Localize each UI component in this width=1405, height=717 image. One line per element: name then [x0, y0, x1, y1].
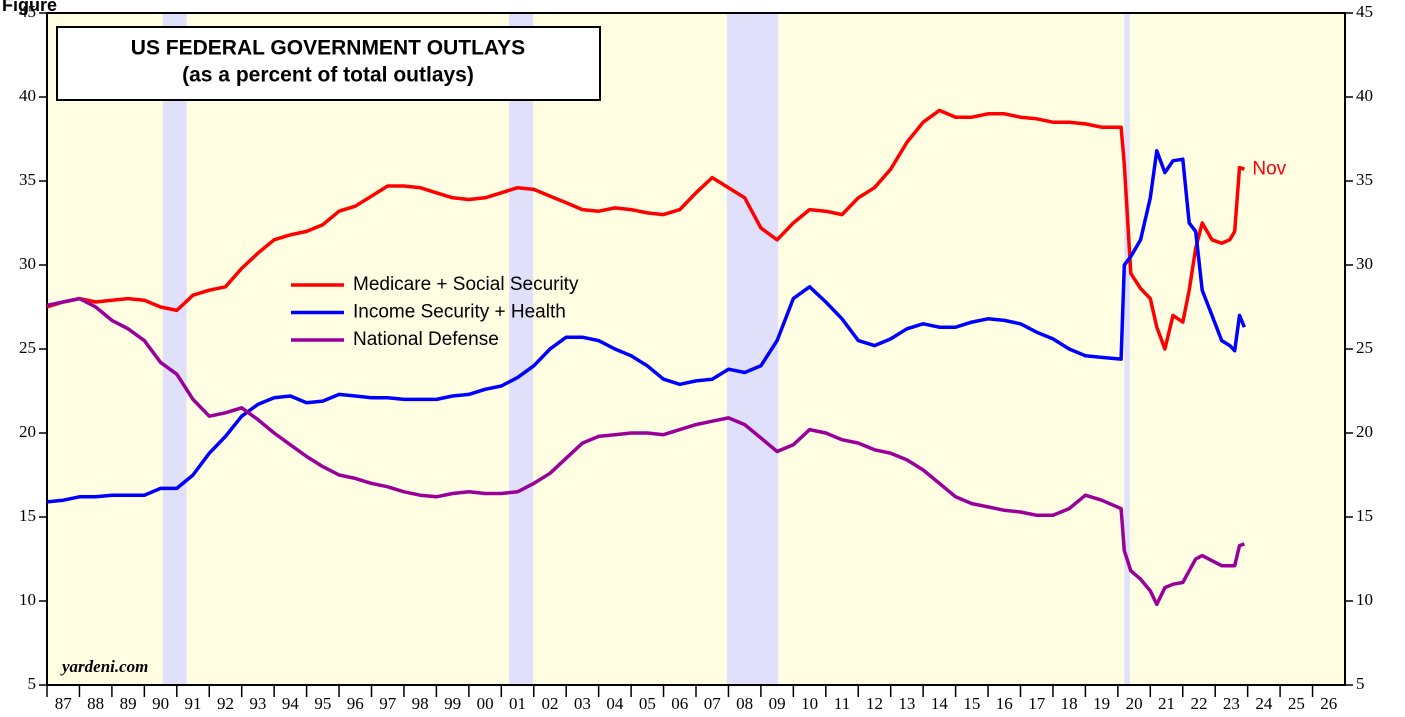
y-tick-label: 15: [19, 506, 36, 525]
x-tick-label: 25: [1288, 694, 1305, 713]
series-line: [46, 296, 1245, 607]
x-tick-label: 18: [1061, 694, 1078, 713]
x-tick-label: 22: [1190, 694, 1207, 713]
y2-tick-label: 30: [1356, 254, 1373, 273]
x-tick-label: 05: [639, 694, 656, 713]
recession-band: [162, 13, 187, 685]
x-tick-label: 12: [866, 694, 883, 713]
title-box: [56, 26, 601, 101]
x-tick-label: 19: [1093, 694, 1110, 713]
x-tick-label: 07: [704, 694, 722, 713]
series-line: [46, 149, 1247, 504]
x-tick-label: 09: [769, 694, 786, 713]
y2-tick-label: 20: [1356, 422, 1373, 441]
recession-band: [509, 13, 534, 685]
plot-background: [47, 13, 1345, 685]
x-tick-label: 13: [898, 694, 915, 713]
y2-tick-label: 40: [1356, 86, 1373, 105]
y-tick-label: 40: [19, 86, 36, 105]
recession-band: [1124, 13, 1130, 685]
legend-label: Income Security + Health: [353, 302, 566, 323]
x-tick-label: 03: [574, 694, 591, 713]
y-tick-label: 35: [19, 170, 36, 189]
y-tick-label: 5: [28, 674, 37, 693]
y2-tick-label: 15: [1356, 506, 1373, 525]
x-tick-label: 06: [671, 694, 688, 713]
x-tick-label: 88: [87, 694, 104, 713]
chart-subtitle: (as a percent of total outlays): [182, 64, 474, 87]
y2-tick-label: 45: [1356, 2, 1373, 21]
y-tick-label: 10: [19, 590, 36, 609]
legend-label: National Defense: [353, 329, 499, 350]
x-tick-label: 08: [736, 694, 753, 713]
x-tick-label: 97: [379, 694, 397, 713]
x-tick-label: 10: [801, 694, 818, 713]
x-tick-label: 90: [152, 694, 169, 713]
y-tick-label: 25: [19, 338, 36, 357]
y-tick-label: 20: [19, 422, 36, 441]
x-tick-label: 04: [606, 694, 624, 713]
x-tick-label: 14: [931, 694, 949, 713]
series-line: [46, 108, 1245, 351]
y-tick-label: 30: [19, 254, 36, 273]
x-tick-label: 91: [185, 694, 202, 713]
figure-label: Figure: [2, 0, 57, 15]
x-tick-label: 98: [412, 694, 429, 713]
x-tick-label: 17: [1028, 694, 1046, 713]
x-tick-label: 89: [120, 694, 137, 713]
recession-band: [726, 13, 779, 685]
x-tick-label: 26: [1320, 694, 1337, 713]
y2-tick-label: 10: [1356, 590, 1373, 609]
legend-label: Medicare + Social Security: [353, 274, 579, 295]
source: yardeni.com: [60, 657, 148, 676]
x-tick-label: 01: [509, 694, 526, 713]
x-tick-label: 93: [249, 694, 266, 713]
x-tick-label: 11: [834, 694, 850, 713]
chart-title: US FEDERAL GOVERNMENT OUTLAYS: [131, 37, 525, 60]
y2-tick-label: 5: [1356, 674, 1365, 693]
x-tick-label: 16: [996, 694, 1013, 713]
y-tick-label: 45: [19, 2, 36, 21]
x-tick-label: 87: [55, 694, 73, 713]
annotation: Nov: [1252, 158, 1286, 179]
y2-tick-label: 35: [1356, 170, 1373, 189]
x-tick-label: 20: [1126, 694, 1143, 713]
x-tick-label: 96: [347, 694, 364, 713]
x-tick-label: 24: [1255, 694, 1273, 713]
x-tick-label: 94: [282, 694, 300, 713]
x-tick-label: 92: [217, 694, 234, 713]
x-tick-label: 00: [477, 694, 494, 713]
y2-tick-label: 25: [1356, 338, 1373, 357]
x-tick-label: 99: [444, 694, 461, 713]
x-tick-label: 21: [1158, 694, 1175, 713]
x-tick-label: 95: [314, 694, 331, 713]
x-tick-label: 15: [963, 694, 980, 713]
x-tick-label: 02: [541, 694, 558, 713]
x-tick-label: 23: [1223, 694, 1240, 713]
